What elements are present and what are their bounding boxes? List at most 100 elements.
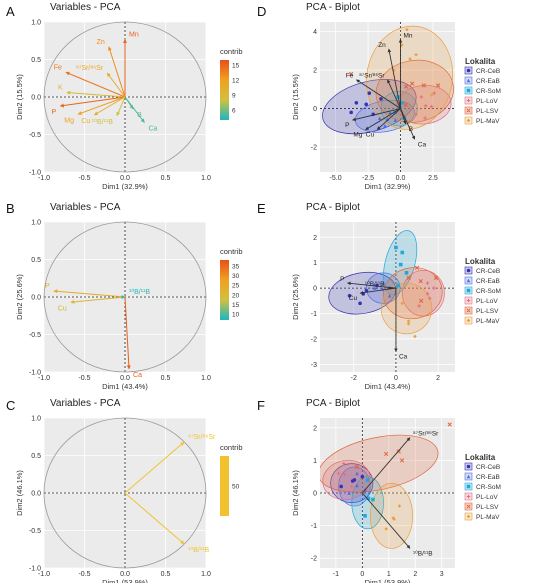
legend-tick-label: 30 <box>232 273 240 280</box>
chart-title: Variables - PCA <box>50 202 121 213</box>
variable-arrow <box>365 108 401 131</box>
group-ellipse <box>369 482 413 549</box>
variable-arrow <box>387 79 401 109</box>
y-tick-label: 0 <box>313 491 317 498</box>
variable-arrow <box>124 296 131 370</box>
point-marker <box>404 84 409 89</box>
point-marker <box>336 471 341 476</box>
y-tick-label: -1.0 <box>29 170 41 177</box>
x-tick-label: 2 <box>436 375 440 382</box>
point-marker <box>433 275 439 281</box>
y-axis-label: Dim2 (25.6%) <box>291 274 300 320</box>
x-tick-label: 0 <box>360 571 364 578</box>
x-axis-label: Dim1 (53.9%) <box>365 578 411 583</box>
variable-arrow <box>108 46 126 98</box>
point-marker <box>408 57 412 61</box>
point-marker <box>466 484 471 489</box>
point-marker <box>347 293 352 298</box>
x-tick-label: -0.5 <box>78 175 90 182</box>
point-marker <box>366 496 371 501</box>
variable-arrow <box>124 492 185 545</box>
point-marker <box>425 292 430 296</box>
x-tick-label: -1 <box>333 571 339 578</box>
x-axis-label: Dim1 (32.9%) <box>365 182 411 191</box>
x-tick-label: 1.0 <box>201 175 211 182</box>
variable-label: ¹⁰B/¹¹B <box>413 549 433 557</box>
panel-letter: E <box>257 201 266 216</box>
variable-label: Fe <box>346 73 354 80</box>
y-tick-label: -0.5 <box>29 332 41 339</box>
variable-arrow <box>352 108 401 122</box>
point-marker <box>466 298 471 303</box>
point-marker <box>413 334 417 339</box>
point-marker <box>367 91 372 95</box>
point-marker <box>355 483 359 488</box>
legend-item-label: PL-LoV <box>476 298 498 305</box>
point-marker <box>349 71 354 77</box>
panel-letter: C <box>6 398 15 413</box>
legend-title: contrib <box>220 247 243 256</box>
panel-letter: B <box>6 201 15 216</box>
point-marker <box>466 108 471 113</box>
point-marker <box>423 104 428 108</box>
x-tick-label: -0.5 <box>78 375 90 382</box>
legend-item-label: PL-LSV <box>476 504 499 511</box>
plot-area: Mn Zn Fe ⁸⁷Sr/⁸⁶Sr P Mg Cu B Ca <box>322 25 454 148</box>
variable-arrow <box>362 437 411 494</box>
x-tick-label: 0.5 <box>161 375 171 382</box>
x-tick-label: 3 <box>440 571 444 578</box>
variable-label: Mn <box>129 31 139 38</box>
y-tick-label: -0.5 <box>29 132 41 139</box>
legend-tick-label: 20 <box>232 292 240 299</box>
plot-area: ⁸⁷Sr/⁸⁶Sr ¹⁰B/¹¹B <box>320 422 452 557</box>
y-tick-label: -1 <box>311 311 317 318</box>
x-tick-label: 0.0 <box>120 175 130 182</box>
variable-arrow <box>53 289 126 298</box>
variable-label: Zn <box>378 42 386 49</box>
point-marker <box>347 491 351 495</box>
x-tick-label: 0.0 <box>396 175 406 182</box>
chart-panel-B: B Variables - PCA -1.0 -0.5 0.0 0.5 1.0 -1.0 -0.… <box>6 201 243 391</box>
group-ellipse <box>322 459 371 501</box>
unit-circle <box>43 221 207 373</box>
variable-label: Cu <box>366 132 375 139</box>
point-marker <box>406 275 411 281</box>
legend-item-label: PL-MaV <box>476 318 500 325</box>
chart-panel-A: A Variables - PCA -1.0 -0.5 0.0 0.5 1.0 -1.0 -0.… <box>6 2 243 191</box>
y-tick-label: 0.5 <box>31 453 41 460</box>
panel-letter: F <box>257 398 265 413</box>
point-marker <box>349 484 354 489</box>
legend-title: Lokalita <box>465 57 496 66</box>
x-tick-label: 0.0 <box>120 571 130 578</box>
x-tick-label: 1.0 <box>201 571 211 578</box>
point-marker <box>417 304 421 308</box>
x-tick-label: 0 <box>394 375 398 382</box>
point-marker <box>429 104 434 109</box>
point-marker <box>466 474 471 479</box>
y-axis-label: Dim2 (15.5%) <box>15 74 24 120</box>
point-marker <box>466 494 471 499</box>
chart-title: PCA - Biplot <box>306 2 360 13</box>
point-marker <box>354 100 359 105</box>
y-tick-label: 0.0 <box>31 491 41 498</box>
variable-label: K <box>58 85 63 92</box>
point-marker <box>466 288 471 293</box>
point-marker <box>399 100 404 105</box>
point-marker <box>414 52 418 57</box>
y-tick-label: 1.0 <box>31 20 41 27</box>
x-axis-label: Dim1 (32.9%) <box>102 182 148 191</box>
point-marker <box>394 245 398 250</box>
point-marker <box>384 451 389 457</box>
plot-background <box>320 222 455 372</box>
point-marker <box>419 298 424 303</box>
variable-label: Cu <box>349 295 358 302</box>
variable-arrow <box>106 72 126 98</box>
legend-item-label: PL-LoV <box>476 494 498 501</box>
legend-tick-label: 9 <box>232 93 236 100</box>
group-ellipse <box>351 476 384 530</box>
point-marker <box>414 265 420 270</box>
point-marker <box>358 301 362 306</box>
point-marker <box>447 422 452 427</box>
